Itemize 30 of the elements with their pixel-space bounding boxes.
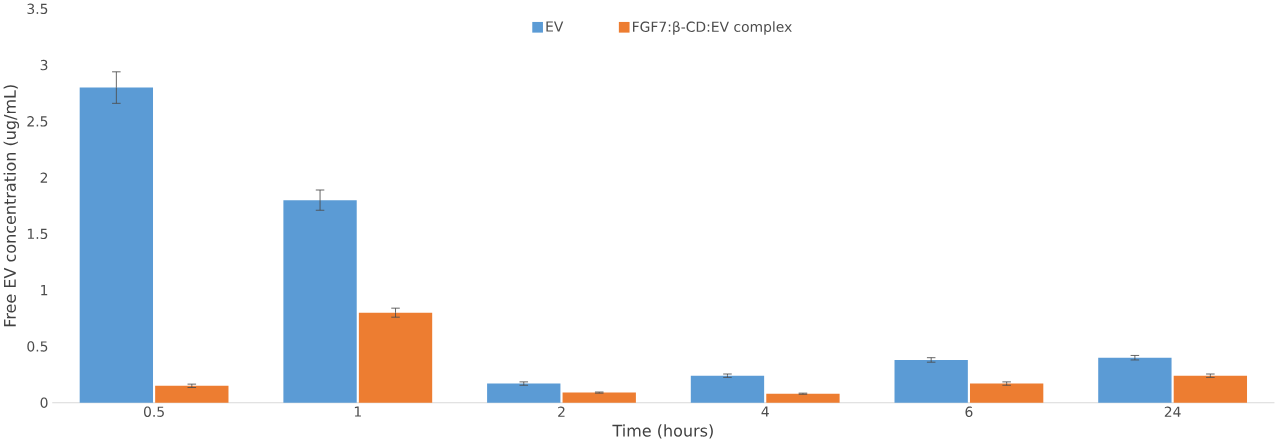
y-tick-label: 1: [41, 285, 48, 296]
bar: [1098, 357, 1172, 403]
y-tick-label: 3.5: [27, 3, 48, 14]
bar: [894, 359, 968, 403]
bar: [562, 392, 636, 403]
bar: [358, 312, 433, 403]
x-tick-label: 2: [558, 406, 565, 417]
bar: [1173, 375, 1248, 403]
bar: [155, 385, 229, 403]
y-tick-label: 0.5: [27, 341, 48, 352]
x-tick-label: 4: [761, 406, 769, 417]
bar: [690, 375, 765, 403]
bar: [79, 87, 154, 403]
bar: [487, 383, 561, 403]
bar: [766, 393, 840, 403]
y-tick-label: 3: [40, 59, 48, 71]
legend-label: EV: [546, 21, 564, 32]
legend-label: FGF7:β-CD:EV complex: [633, 21, 792, 35]
bar: [283, 200, 357, 403]
x-tick-label: 6: [965, 406, 973, 417]
bar: [969, 383, 1044, 403]
y-tick-label: 0: [40, 397, 48, 408]
y-tick-label: 1.5: [27, 228, 48, 239]
x-tick-label: 1: [354, 406, 361, 417]
y-axis-title: Free EV concentration (ug/mL): [3, 85, 20, 327]
x-axis-title: Time (hours): [612, 424, 713, 439]
x-tick-label: 24: [1164, 406, 1181, 417]
y-tick-label: 2.5: [27, 116, 48, 127]
y-tick-label: 2: [40, 172, 48, 183]
x-tick-label: 0.5: [143, 406, 164, 417]
